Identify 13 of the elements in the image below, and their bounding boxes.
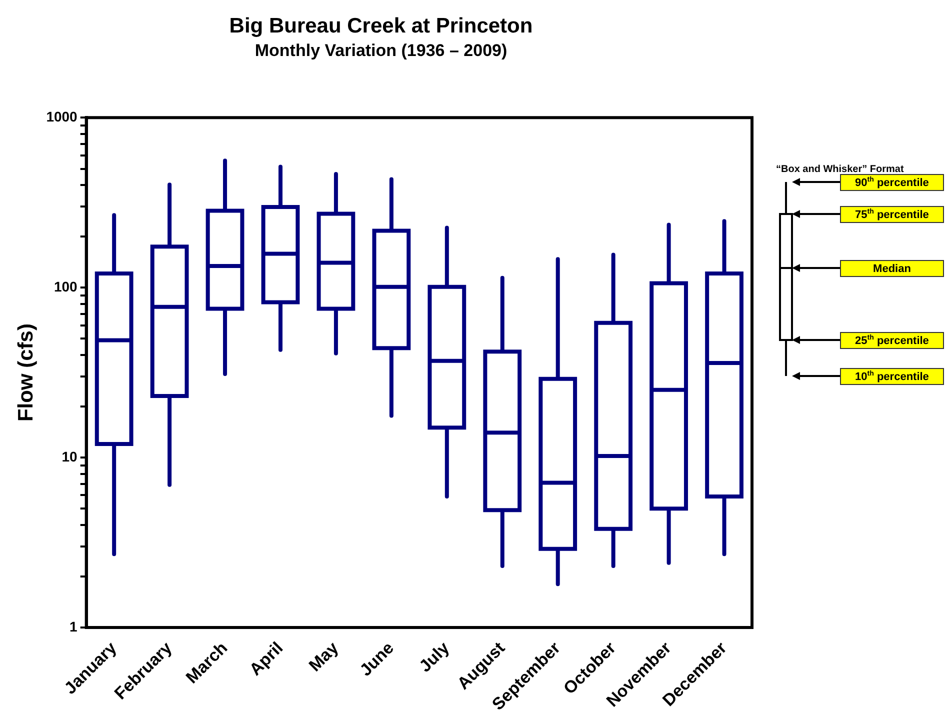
text: 75$^{th}$ percentile [840, 206, 944, 223]
y-tick-label: 10 [62, 448, 78, 464]
y-tick-label: 1 [70, 618, 78, 634]
y-tick-label: 1000 [46, 108, 78, 124]
text: “Box and Whisker” Format [776, 164, 904, 175]
chart-subtitle: Monthly Variation (1936 – 2009) [254, 41, 508, 60]
y-tick-label: 100 [54, 278, 78, 294]
chart-title: Big Bureau Creek at Princeton [229, 14, 533, 38]
text: Median [840, 260, 944, 277]
text: 90$^{th}$ percentile [840, 174, 944, 191]
text: 10$^{th}$ percentile [840, 368, 944, 385]
text: 25$^{th}$ percentile [840, 332, 944, 349]
y-axis-title: Flow (cfs) [14, 324, 38, 422]
